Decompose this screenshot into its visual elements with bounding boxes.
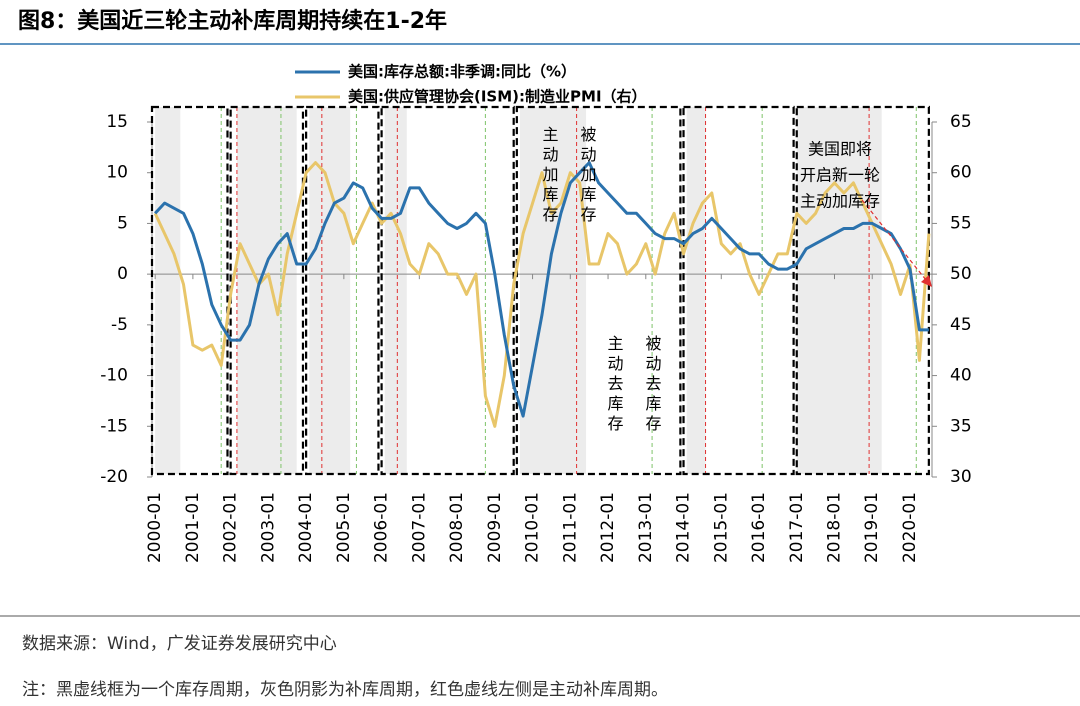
y2-tick-label: 65 — [950, 112, 972, 132]
cycle-frame — [380, 105, 515, 476]
cycle-frame — [305, 105, 380, 476]
cycle-frame — [795, 105, 930, 476]
y2-tick-label: 60 — [950, 163, 972, 183]
x-tick-label: 2016-01 — [749, 492, 769, 563]
cycle-frame — [515, 105, 682, 476]
x-tick-label: 2003-01 — [258, 492, 278, 563]
x-tick-label: 2000-01 — [145, 492, 165, 563]
replenish-shade — [236, 107, 297, 474]
y2-tick-label: 35 — [950, 416, 972, 436]
x-tick-label: 2012-01 — [598, 492, 618, 563]
chart-title: 图8：美国近三轮主动补库周期持续在1-2年 — [18, 8, 447, 34]
x-tick-label: 2009-01 — [485, 492, 505, 563]
x-tick-label: 2020-01 — [900, 492, 920, 563]
annotation: 被动去库存 — [643, 335, 662, 435]
series-line — [153, 161, 931, 428]
x-tick-label: 2017-01 — [787, 492, 807, 563]
x-tick-label: 2004-01 — [296, 492, 316, 563]
arrow-head — [921, 275, 932, 287]
y-tick-label: -15 — [100, 416, 128, 436]
replenish-shade — [796, 107, 882, 474]
replenish-shade — [309, 107, 351, 474]
series-line — [154, 161, 929, 418]
arrow — [861, 199, 927, 281]
replenish-shade — [519, 107, 587, 474]
x-tick-label: 2006-01 — [372, 492, 392, 563]
annotation: 开启新一轮 — [800, 166, 880, 185]
annotation: 美国即将 — [808, 140, 872, 159]
replenish-shade — [155, 107, 181, 474]
x-tick-label: 2008-01 — [447, 492, 467, 563]
x-tick-label: 2018-01 — [825, 492, 845, 563]
y-tick-label: -10 — [100, 366, 128, 386]
y-tick-label: 10 — [106, 163, 128, 183]
annotation: 被动加库存 — [578, 126, 597, 226]
y2-tick-label: 30 — [950, 467, 972, 487]
annotation: 主动加库存 — [540, 126, 559, 226]
y-tick-label: 0 — [117, 264, 128, 284]
replenish-shade — [686, 107, 706, 474]
replenish-shade — [384, 107, 407, 474]
legend-label: 美国:供应管理协会(ISM):制造业PMI（右） — [348, 88, 647, 106]
cycle-frame — [150, 105, 229, 476]
y2-tick-label: 40 — [950, 366, 972, 386]
y-tick-label: 5 — [117, 213, 128, 233]
y2-tick-label: 55 — [950, 213, 972, 233]
note: 注：黑虚线框为一个库存周期，灰色阴影为补库周期，红色虚线左侧是主动补库周期。 — [22, 680, 668, 700]
x-tick-label: 2002-01 — [221, 492, 241, 563]
x-tick-label: 2013-01 — [636, 492, 656, 563]
x-tick-label: 2010-01 — [523, 492, 543, 563]
y-tick-label: -20 — [100, 467, 128, 487]
annotation: 主动加库存 — [800, 192, 880, 211]
x-tick-label: 2007-01 — [409, 492, 429, 563]
legend-label: 美国:库存总额:非季调:同比（%） — [348, 63, 576, 81]
x-tick-label: 2001-01 — [183, 492, 203, 563]
source: 数据来源：Wind，广发证券发展研究中心 — [22, 634, 337, 654]
y2-tick-label: 50 — [950, 264, 972, 284]
cycle-frame — [682, 105, 795, 476]
y-tick-label: 15 — [106, 112, 128, 132]
y2-tick-label: 45 — [950, 315, 972, 335]
x-tick-label: 2019-01 — [862, 492, 882, 563]
y-tick-label: -5 — [111, 315, 128, 335]
x-tick-label: 2014-01 — [674, 492, 694, 563]
x-tick-label: 2005-01 — [334, 492, 354, 563]
x-tick-label: 2011-01 — [560, 492, 580, 563]
x-tick-label: 2015-01 — [711, 492, 731, 563]
annotation: 主动去库存 — [605, 335, 624, 435]
